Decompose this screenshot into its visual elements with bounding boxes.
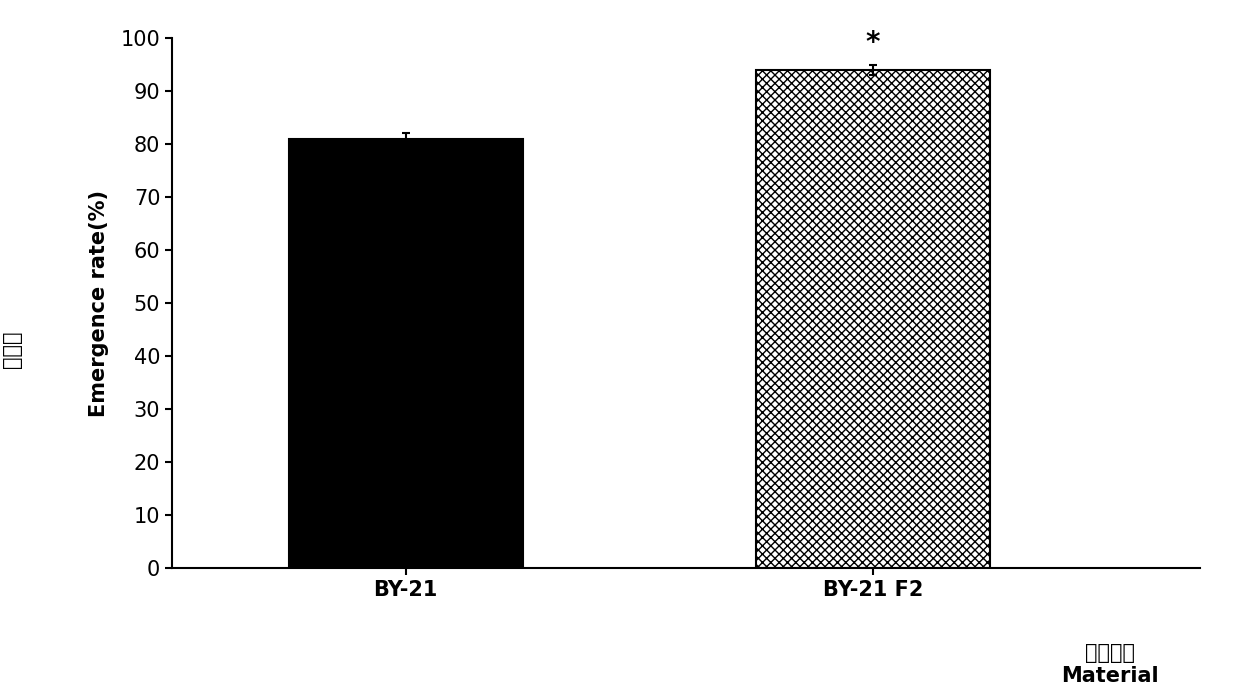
Text: 供试种群
Material: 供试种群 Material: [1061, 643, 1158, 686]
Y-axis label: Emergence rate(%): Emergence rate(%): [89, 189, 109, 417]
Text: 出苗率: 出苗率: [2, 331, 22, 368]
Bar: [756, 70, 990, 568]
Text: *: *: [866, 29, 880, 57]
Bar: [289, 139, 522, 568]
